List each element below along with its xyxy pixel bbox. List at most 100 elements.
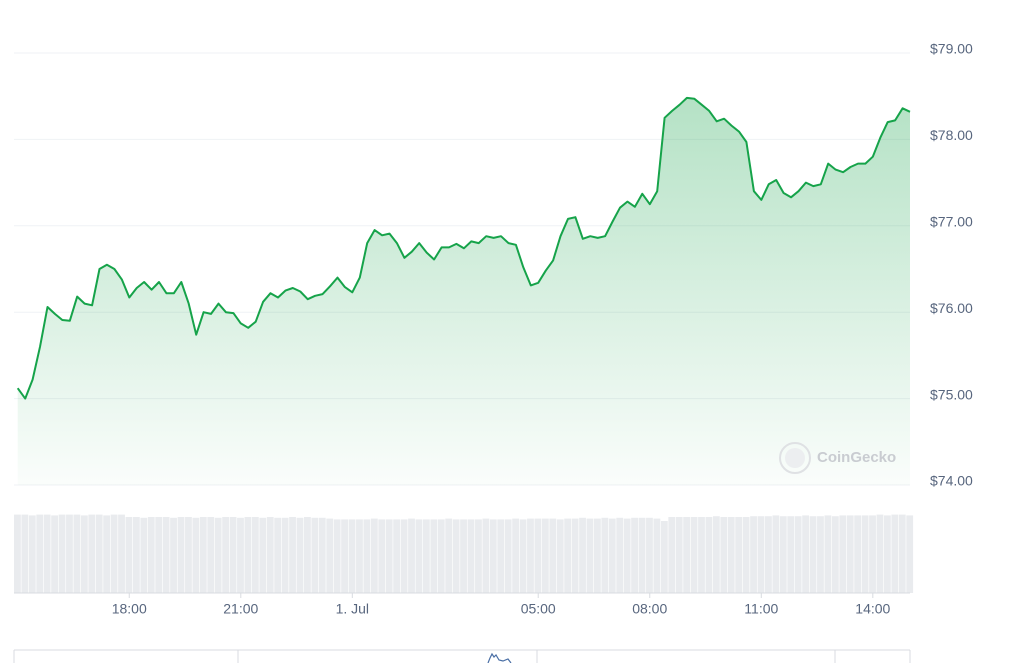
volume-bar (333, 519, 341, 593)
volume-bar (549, 518, 557, 593)
volume-bar (772, 515, 780, 593)
volume-bar (132, 517, 140, 593)
volume-bar (787, 516, 795, 593)
volume-bar (110, 514, 118, 593)
volume-bar (289, 517, 296, 593)
volume-bar (21, 514, 29, 593)
volume-bar (489, 519, 497, 593)
volume-bar (370, 518, 378, 593)
volume-bar (593, 518, 601, 593)
volume-bar (631, 517, 638, 593)
volume-bar (363, 519, 371, 593)
y-tick-label: $74.00 (930, 473, 973, 489)
volume-bar (222, 517, 230, 593)
volume-bar (66, 514, 73, 593)
volume-bar (467, 519, 475, 593)
volume-bar (735, 517, 743, 593)
volume-bar (571, 518, 579, 593)
volume-bar (690, 517, 698, 593)
volume-bar (415, 519, 423, 593)
y-tick-label: $78.00 (930, 127, 973, 143)
volume-bar (452, 519, 460, 593)
volume-bar (675, 517, 683, 593)
volume-bar (556, 519, 564, 593)
volume-bar (73, 514, 81, 593)
volume-bar (512, 518, 520, 593)
price-line (16, 96, 911, 400)
volume-bar (422, 519, 430, 593)
volume-bar (653, 518, 661, 593)
volume-bar (244, 517, 252, 593)
volume-bar (541, 518, 549, 593)
volume-bar (51, 515, 58, 593)
volume-bar (251, 517, 259, 593)
watermark-logo-inner (785, 448, 805, 468)
navigator-preview (487, 652, 512, 663)
volume-bar (794, 516, 802, 593)
volume-bar (861, 515, 869, 593)
volume-bar (824, 515, 832, 593)
volume-bar (482, 518, 490, 593)
volume-bar (705, 517, 713, 593)
volume-bar (400, 519, 408, 593)
y-tick-label: $76.00 (930, 300, 973, 316)
volume-bar (43, 514, 51, 593)
volume-bar (118, 514, 125, 593)
volume-bar (876, 514, 884, 593)
volume-bar (839, 515, 847, 593)
volume-bar (727, 517, 735, 593)
watermark-logo (779, 442, 811, 474)
volume-bars (14, 514, 914, 593)
volume-bar (519, 519, 527, 593)
volume-bar (207, 517, 215, 593)
watermark-text: CoinGecko (817, 449, 896, 466)
volume-bar (750, 516, 757, 593)
volume-bar (831, 516, 839, 593)
volume-bar (742, 517, 750, 593)
volume-bar (266, 517, 274, 593)
volume-bar (237, 517, 244, 593)
volume-bar (608, 518, 616, 593)
x-tick-label: 21:00 (223, 601, 258, 617)
volume-bar (296, 517, 304, 593)
volume-bar (348, 519, 356, 593)
volume-bar (437, 519, 445, 593)
volume-bar (698, 517, 705, 593)
x-tick-label: 14:00 (855, 601, 890, 617)
volume-bar (846, 515, 854, 593)
volume-bar (623, 518, 631, 593)
volume-bar (765, 516, 772, 593)
volume-bar (214, 517, 222, 593)
volume-bar (58, 514, 66, 593)
volume-bar (147, 517, 155, 593)
volume-bar (646, 517, 653, 593)
y-tick-label: $75.00 (930, 386, 973, 402)
volume-bar (854, 515, 862, 593)
volume-bar (497, 519, 505, 593)
price-line (16, 96, 911, 486)
volume-bar (638, 517, 646, 593)
volume-bar (891, 514, 899, 593)
volume-bar (408, 518, 415, 593)
volume-bar (712, 516, 720, 593)
volume-bar (162, 517, 170, 593)
volume-bar (445, 518, 453, 593)
volume-bar (385, 519, 393, 593)
volume-bar (36, 514, 44, 593)
volume-bar (460, 519, 467, 593)
volume-bar (601, 517, 609, 593)
price-area (17, 97, 910, 486)
volume-bar (259, 517, 267, 593)
volume-bar (378, 519, 386, 593)
volume-bar (579, 517, 586, 593)
volume-bar (430, 519, 438, 593)
volume-bar (504, 519, 512, 593)
volume-bar (564, 518, 572, 593)
y-tick-label: $79.00 (930, 41, 973, 57)
watermark: CoinGecko (779, 442, 896, 474)
volume-bar (14, 514, 21, 593)
volume-bar (103, 515, 111, 593)
volume-bar (80, 515, 88, 593)
volume-bar (326, 518, 334, 593)
